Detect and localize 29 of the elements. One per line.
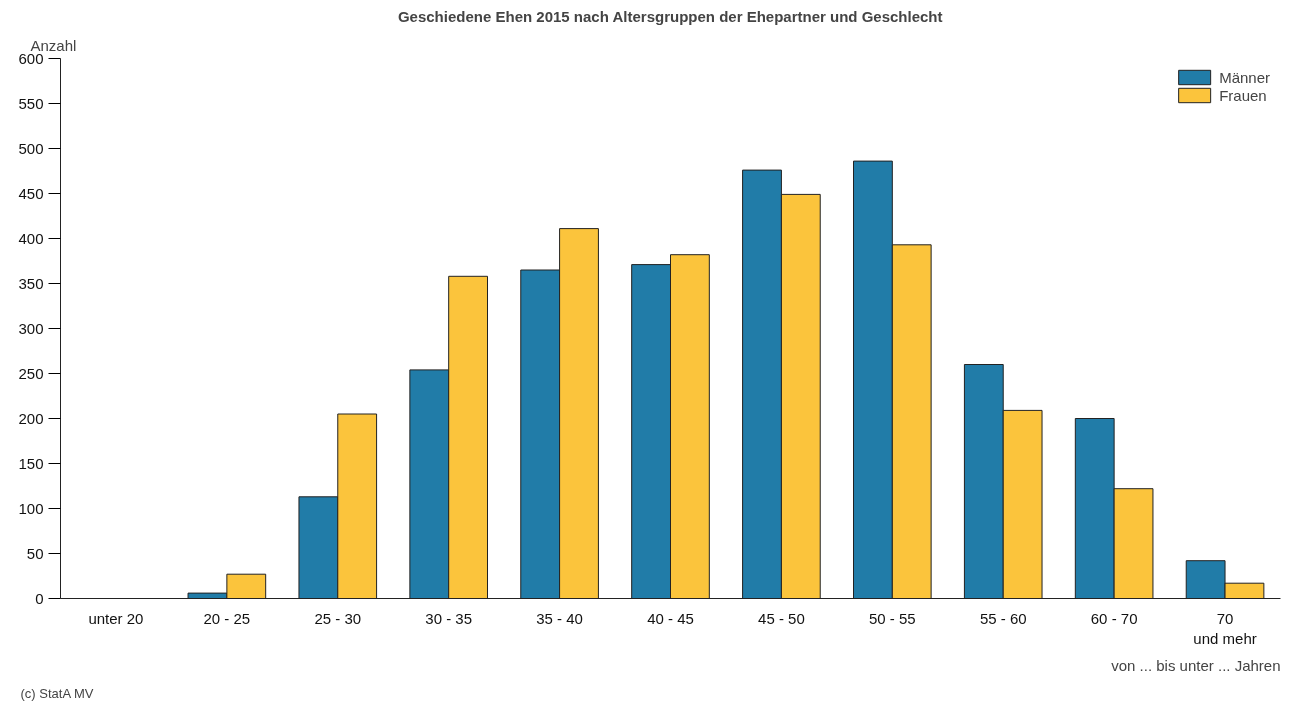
y-tick-label: 350 xyxy=(18,274,44,292)
y-tick-label: 500 xyxy=(18,139,44,157)
y-tick-label: 50 xyxy=(26,544,44,562)
y-tick-label: 550 xyxy=(18,94,44,112)
x-tick-label: 35 - 40 xyxy=(536,609,583,627)
x-tick-label: unter 20 xyxy=(88,609,144,627)
y-tick-label: 400 xyxy=(18,229,44,247)
y-tick-label: 300 xyxy=(18,319,44,337)
y-tick-label: 200 xyxy=(18,409,44,427)
text: (c) StatA MV xyxy=(20,685,94,701)
x-tick-label: 20 - 25 xyxy=(203,609,251,627)
y-tick-label: 100 xyxy=(18,499,44,517)
y-tick-label: 250 xyxy=(18,364,44,382)
x-tick-label: 50 - 55 xyxy=(868,609,916,627)
chart-title: Geschiedene Ehen 2015 nach Altersgruppen der Ehepartner und Geschlecht xyxy=(397,7,943,25)
y-tick-label: 450 xyxy=(18,184,44,202)
y-tick-label: 150 xyxy=(18,454,44,472)
x-tick-label: 55 - 60 xyxy=(979,609,1027,627)
y-axis-title: Anzahl xyxy=(30,36,77,54)
x-tick-label: 70 und mehr xyxy=(1193,609,1257,647)
x-tick-label: 30 - 35 xyxy=(425,609,473,627)
legend-label: Männer xyxy=(1219,68,1270,86)
x-axis-title: von ... bis unter ... Jahren xyxy=(1111,656,1281,674)
legend-label: Frauen xyxy=(1219,86,1267,104)
y-tick-label: 0 xyxy=(35,589,44,607)
x-tick-label: 25 - 30 xyxy=(314,609,362,627)
x-tick-label: 45 - 50 xyxy=(758,609,805,627)
x-tick-label: 40 - 45 xyxy=(647,609,694,627)
x-tick-label: 60 - 70 xyxy=(1090,609,1138,627)
